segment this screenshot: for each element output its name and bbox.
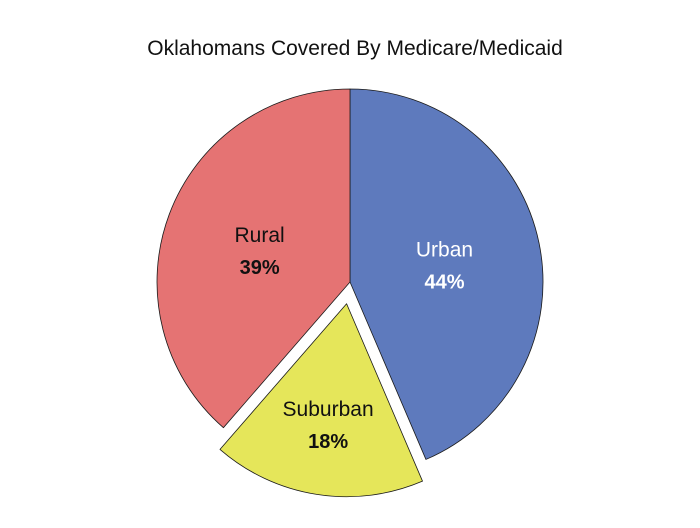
slice-value-rural: 39% <box>240 257 280 279</box>
pie-slice-urban <box>349 88 544 460</box>
slice-label-suburban: Suburban <box>283 398 374 421</box>
slice-value-suburban: 18% <box>308 431 348 453</box>
slice-value-urban: 44% <box>424 272 464 294</box>
chart-title: Oklahomans Covered By Medicare/Medicaid <box>147 37 563 60</box>
slice-label-rural: Rural <box>235 224 285 247</box>
pie-slice-rural <box>156 88 351 429</box>
slice-label-urban: Urban <box>416 239 473 262</box>
pie-slice-suburban <box>219 303 423 498</box>
